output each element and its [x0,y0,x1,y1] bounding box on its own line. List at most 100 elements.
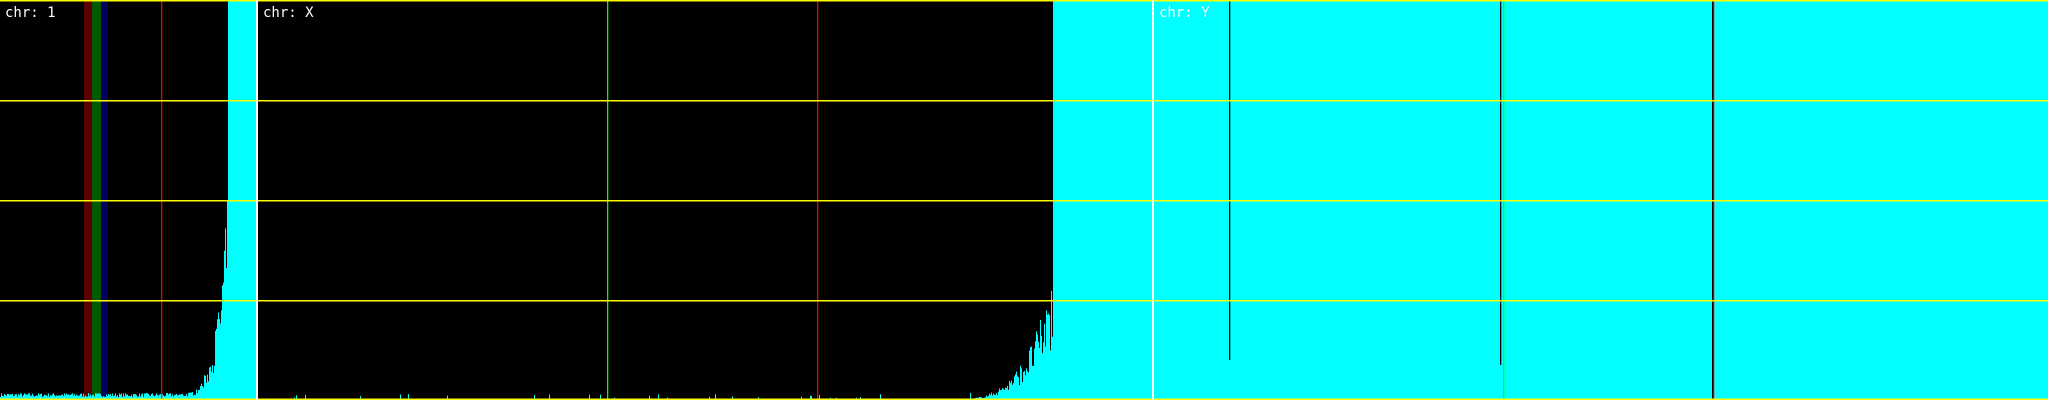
coverage-bar [1028,372,1029,400]
coverage-bar [1012,384,1013,400]
coverage-bar [819,394,820,400]
coverage-bar [194,394,195,400]
coverage-bar [110,394,111,400]
coverage-bar [1044,323,1045,400]
coverage-bar [128,395,129,400]
coverage-bar [223,282,224,400]
coverage-bar [119,393,120,400]
coverage-bar [147,393,148,400]
coverage-bar [1040,319,1041,400]
coverage-bar [121,393,122,400]
coverage-bar [155,395,156,400]
coverage-bar [27,394,28,400]
panel-divider [1152,0,1154,400]
coverage-bar [93,394,94,400]
coverage-bar [1002,388,1003,400]
coverage-bar [74,394,75,400]
coverage-bar [113,396,114,400]
coverage-bar [305,394,306,400]
coverage-bar [109,395,110,400]
coverage-bar [126,394,127,400]
coverage-bar [47,396,48,400]
coverage-bar [28,393,29,400]
coverage-bar [56,395,57,400]
coverage-bar [190,392,191,400]
coverage-bar [801,396,802,400]
coverage-bar [66,393,67,400]
coverage-bar [14,395,15,400]
coverage-bar [1017,375,1018,400]
coverage-bar [709,396,710,400]
coverage-bar [131,394,132,400]
coverage-bar [219,318,220,400]
coverage-bar [1043,342,1044,400]
coverage-bar [151,394,152,400]
coverage-bar [1014,376,1015,400]
coverage-bar [1020,365,1021,400]
coverage-bar [32,393,33,400]
coverage-bar [658,394,659,400]
chromosome-label: chr: Y [1159,5,1210,21]
coverage-bar [549,394,550,400]
coverage-bar [48,393,49,400]
coverage-bar [94,396,95,400]
coverage-bar [649,395,650,400]
coverage-bar [79,395,80,400]
coverage-bar [61,394,62,400]
coverage-bar [995,394,996,400]
coverage-bar [172,394,173,400]
coverage-bar [185,395,186,400]
coverage-bar [105,396,106,400]
coverage-bar [1036,331,1037,400]
coverage-bar [87,396,88,400]
coverage-bar [34,396,35,400]
coverage-bar [1003,388,1004,400]
coverage-bar [192,392,193,400]
coverage-bar [1041,335,1042,400]
coverage-bar [1026,368,1027,400]
coverage-bar [10,394,11,400]
coverage-bar [159,394,160,400]
coverage-bar [1001,390,1002,400]
coverage-bar [117,395,118,400]
coverage-bar [1005,387,1006,400]
coverage-bar [132,396,133,400]
coverage-bar [124,396,125,400]
coverage-bar [134,394,135,400]
coverage-bar [1035,341,1036,400]
gridline [0,398,2048,400]
coverage-bar [96,393,97,400]
coverage-bar [998,391,999,400]
coverage-bar [994,394,995,400]
coverage-bar [0,396,1,400]
coverage-bar [72,393,73,400]
coverage-bar [139,393,140,400]
coverage-bar [67,394,68,400]
coverage-bar [1047,314,1048,400]
coverage-bar [102,396,103,400]
coverage-bar [166,393,167,400]
coverage-bar [179,394,180,400]
coverage-bar [1045,346,1046,400]
coverage-bar [136,395,137,400]
coverage-bar [62,394,63,400]
coverage-bar [86,396,87,400]
coverage-bar [175,394,176,400]
coverage-bar [75,395,76,400]
coverage-bar [1037,334,1038,400]
coverage-bar [120,394,121,400]
coverage-bar [1046,310,1047,400]
coverage-bar [1004,389,1005,400]
coverage-bar [59,395,60,400]
coverage-bar [198,390,199,400]
coverage-bar [1052,336,1053,400]
coverage-bar [1019,385,1020,400]
coverage-bar [163,395,164,400]
coverage-bar [54,394,55,400]
coverage-bar [111,396,112,400]
coverage-bar [53,393,54,400]
coverage-bar [993,393,994,400]
coverage-bar [5,394,6,400]
coverage-bar [154,396,155,400]
coverage-bar [996,393,997,400]
